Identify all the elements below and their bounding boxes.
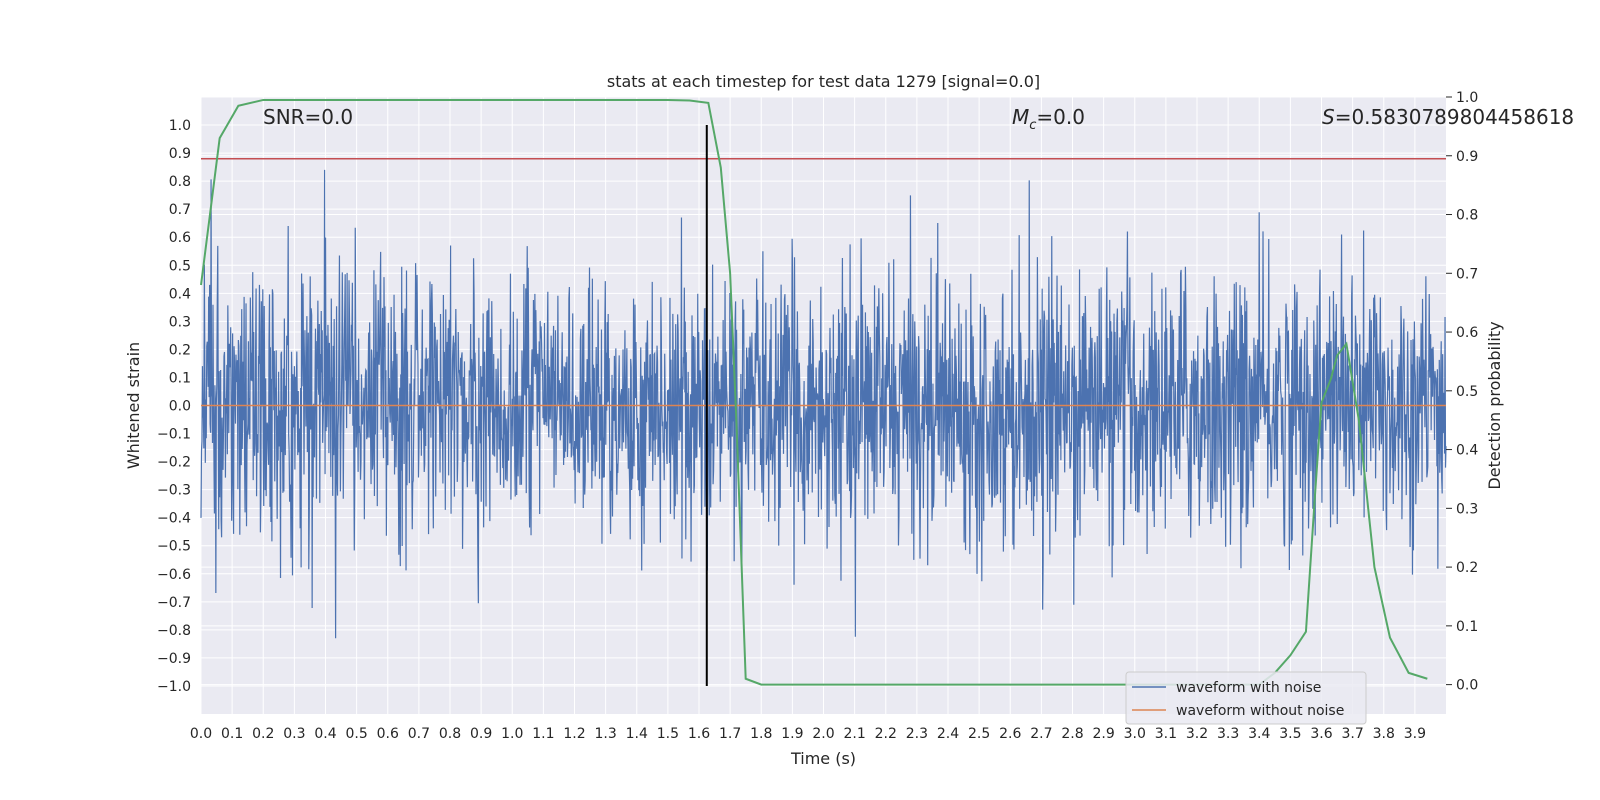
y-tick-label: −0.1: [157, 427, 191, 443]
legend: waveform with noise waveform without noi…: [1125, 671, 1367, 725]
y2-tick-label: 0.1: [1456, 619, 1478, 635]
x-tick-label: 3.2: [1186, 726, 1208, 742]
x-tick-label: 2.8: [1061, 726, 1083, 742]
legend-label-clean: waveform without noise: [1176, 703, 1344, 719]
x-tick-label: 0.0: [190, 726, 212, 742]
y-tick-label: −0.3: [157, 483, 191, 499]
x-tick-label: 3.7: [1341, 726, 1363, 742]
y-tick-label: 0.4: [169, 286, 191, 302]
y-tick-label: 0.2: [169, 342, 191, 358]
x-tick-label: 0.5: [345, 726, 367, 742]
x-tick-label: 1.3: [594, 726, 616, 742]
x-tick-label: 3.8: [1373, 726, 1395, 742]
y2-tick-label: 0.4: [1456, 443, 1478, 459]
y2-tick-label: 0.0: [1456, 678, 1478, 694]
x-tick-label: 0.4: [314, 726, 336, 742]
legend-box: [1125, 671, 1367, 725]
x-tick-label: 1.2: [563, 726, 585, 742]
y2-tick-label: 0.7: [1456, 266, 1478, 282]
series-waveform-with-noise: [200, 169, 1447, 639]
y-tick-label: −1.0: [157, 679, 191, 695]
x-tick-label: 0.6: [377, 726, 399, 742]
y-tick-label: −0.5: [157, 539, 191, 555]
x-tick-label: 3.3: [1217, 726, 1239, 742]
x-tick-label: 2.0: [812, 726, 834, 742]
y2-tick-label: 0.8: [1456, 208, 1478, 224]
y-tick-label: −0.7: [157, 595, 191, 611]
y-tick-label: −0.6: [157, 567, 191, 583]
x-tick-label: 2.5: [968, 726, 990, 742]
x-axis-label: Time (s): [790, 749, 856, 768]
x-tick-label: 1.1: [532, 726, 554, 742]
y2-tick-label: 0.5: [1456, 384, 1478, 400]
x-tick-label: 1.0: [501, 726, 523, 742]
y-tick-label: 0.0: [169, 399, 191, 415]
y2-tick-label: 0.3: [1456, 501, 1478, 517]
y2-axis-label: Detection probability: [1485, 321, 1504, 489]
y-tick-label: 0.1: [169, 370, 191, 386]
mc-subscript: c: [1029, 118, 1036, 133]
s-value: =0.5830789804458618: [1335, 105, 1574, 129]
x-tick-label: 2.6: [999, 726, 1021, 742]
x-tick-label: 2.1: [843, 726, 865, 742]
x-tick-label: 2.9: [1092, 726, 1114, 742]
x-tick-label: 2.3: [906, 726, 928, 742]
x-tick-label: 2.2: [875, 726, 897, 742]
x-tick-label: 2.4: [937, 726, 959, 742]
y-tick-label: 0.7: [169, 202, 191, 218]
y-tick-label: 0.8: [169, 174, 191, 190]
chart-title: stats at each timestep for test data 127…: [607, 72, 1040, 91]
y-tick-label: 0.9: [169, 146, 191, 162]
x-tick-label: 3.5: [1279, 726, 1301, 742]
y-tick-label: 0.6: [169, 230, 191, 246]
mc-symbol: M: [1012, 105, 1029, 129]
y2-tick-label: 1.0: [1456, 90, 1478, 106]
x-tick-label: 1.8: [750, 726, 772, 742]
s-symbol: S: [1322, 105, 1335, 129]
x-tick-label: 3.0: [1124, 726, 1146, 742]
s-statistic-annotation: S=0.5830789804458618: [1322, 105, 1574, 129]
x-tick-label: 2.7: [1030, 726, 1052, 742]
y2-tick-label: 0.6: [1456, 325, 1478, 341]
x-tick-label: 1.9: [781, 726, 803, 742]
chirp-mass-annotation: Mc=0.0: [1012, 105, 1085, 133]
x-tick-label: 3.1: [1155, 726, 1177, 742]
x-tick-label: 1.7: [719, 726, 741, 742]
x-tick-label: 0.2: [252, 726, 274, 742]
y-tick-label: 1.0: [169, 118, 191, 134]
x-tick-label: 1.4: [626, 726, 648, 742]
mc-value: =0.0: [1036, 105, 1085, 129]
y2-ticks: 1.0 0.9 0.8 0.7 0.6 0.5 0.4 0.3 0.2 0.1 0.0: [1446, 90, 1478, 694]
y2-tick-label: 0.2: [1456, 560, 1478, 576]
y-tick-label: −0.8: [157, 623, 191, 639]
x-tick-label: 3.6: [1310, 726, 1332, 742]
x-tick-label: 1.6: [688, 726, 710, 742]
overlay-lines: [200, 98, 1446, 686]
y-tick-label: −0.9: [157, 651, 191, 667]
series-detection-probability: [200, 98, 1428, 686]
legend-label-noise: waveform with noise: [1176, 680, 1321, 696]
y2-tick-label: 0.9: [1456, 149, 1478, 165]
y-ticks: 1.0 0.9 0.8 0.7 0.6 0.5 0.4 0.3 0.2 0.1 0.0 −0.1 −0.…: [157, 118, 191, 695]
x-tick-label: 3.9: [1404, 726, 1426, 742]
y-tick-label: 0.5: [169, 258, 191, 274]
noise-trace: [200, 169, 1447, 639]
x-tick-label: 0.9: [470, 726, 492, 742]
y-tick-label: 0.3: [169, 314, 191, 330]
x-ticks: 0.0 0.1 0.2 0.3 0.4 0.5 0.6 0.7 0.8 0.9 1.0 1.1 1.2 1…: [190, 726, 1426, 742]
x-tick-label: 0.3: [283, 726, 305, 742]
x-tick-label: 0.7: [408, 726, 430, 742]
y-tick-label: −0.4: [157, 511, 191, 527]
y-tick-label: −0.2: [157, 455, 191, 471]
x-tick-label: 0.1: [221, 726, 243, 742]
snr-annotation: SNR=0.0: [263, 105, 353, 129]
x-tick-label: 0.8: [439, 726, 461, 742]
x-tick-label: 1.5: [657, 726, 679, 742]
x-tick-label: 3.4: [1248, 726, 1270, 742]
y-axis-label: Whitened strain: [124, 342, 143, 469]
